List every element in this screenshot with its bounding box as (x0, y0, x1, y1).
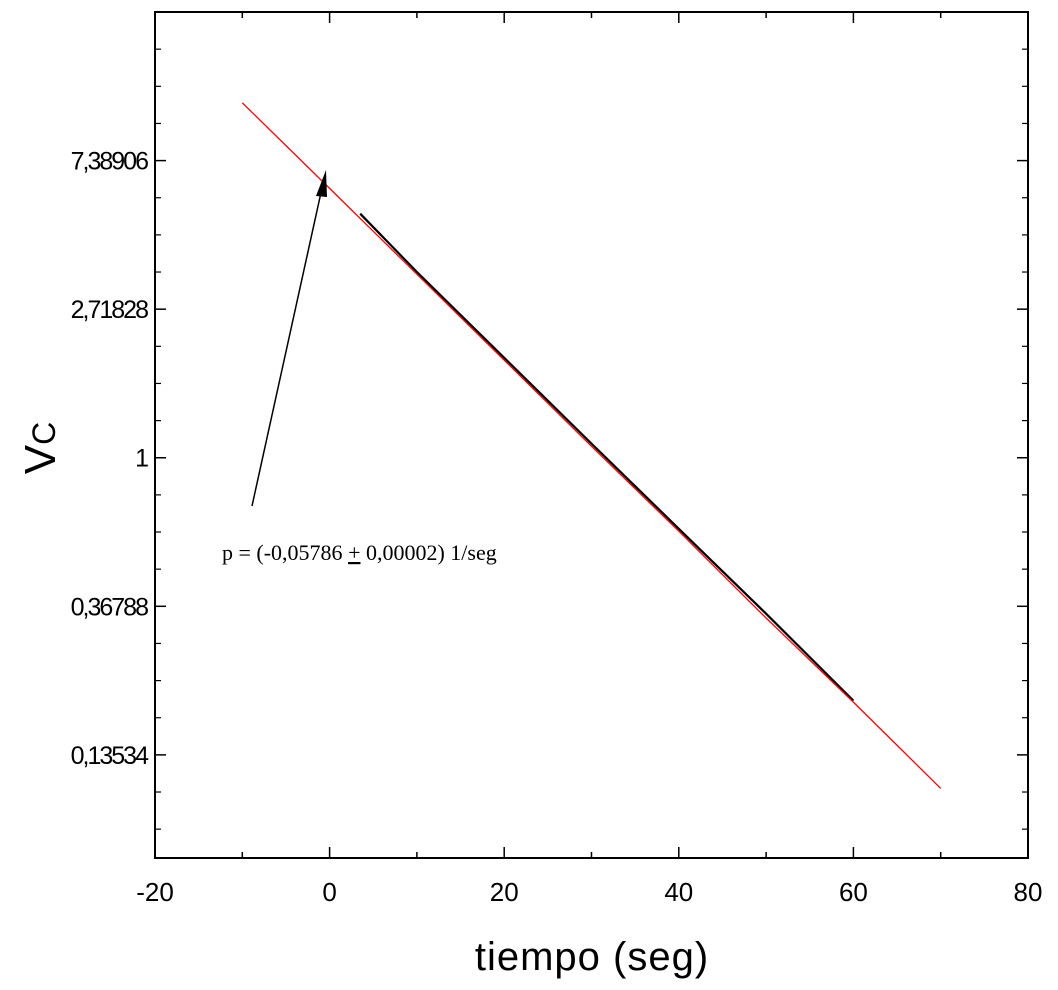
y-tick-label: 7,38906 (71, 148, 148, 176)
annotation-text: p = (-0,05786 + 0,00002) 1/seg (222, 540, 497, 565)
x-tick-label: 0 (322, 877, 336, 907)
fit-annotation: p = (-0,05786 + 0,00002) 1/seg (222, 170, 497, 565)
y-tick-label: 2,71828 (71, 296, 148, 324)
svg-text:VC: VC (16, 422, 65, 474)
annotation-text-after: 0,00002) 1/seg (360, 540, 496, 565)
x-tick-label: 40 (664, 877, 693, 907)
y-tick-label: 0,13534 (71, 742, 149, 770)
y-axis-title-main: V (16, 444, 65, 474)
annotation-text-before: p = (-0,05786 (222, 540, 348, 565)
x-tick-label: -20 (136, 877, 174, 907)
y-axis-title-subscript: C (26, 422, 62, 445)
x-tick-label: 20 (490, 877, 519, 907)
plot-area (241, 102, 942, 789)
x-tick-label: 80 (1014, 877, 1043, 907)
y-tick-label: 0,36788 (71, 593, 148, 621)
annotation-pm-sign: + (348, 540, 360, 565)
data-line (359, 212, 855, 702)
fit-line (241, 102, 942, 789)
y-tick-label: 1 (135, 445, 148, 473)
annotation-arrow-head (316, 170, 327, 197)
x-tick-label: 60 (839, 877, 868, 907)
x-axis-title: tiempo (seg) (475, 935, 709, 979)
axes: -20 0 20 40 60 80 0,13534 0,36788 1 2,71828 7,3890… (71, 11, 1043, 907)
y-axis-title: VC (16, 422, 65, 474)
plot-frame (154, 11, 1029, 859)
annotation-arrow-line (251, 187, 323, 507)
